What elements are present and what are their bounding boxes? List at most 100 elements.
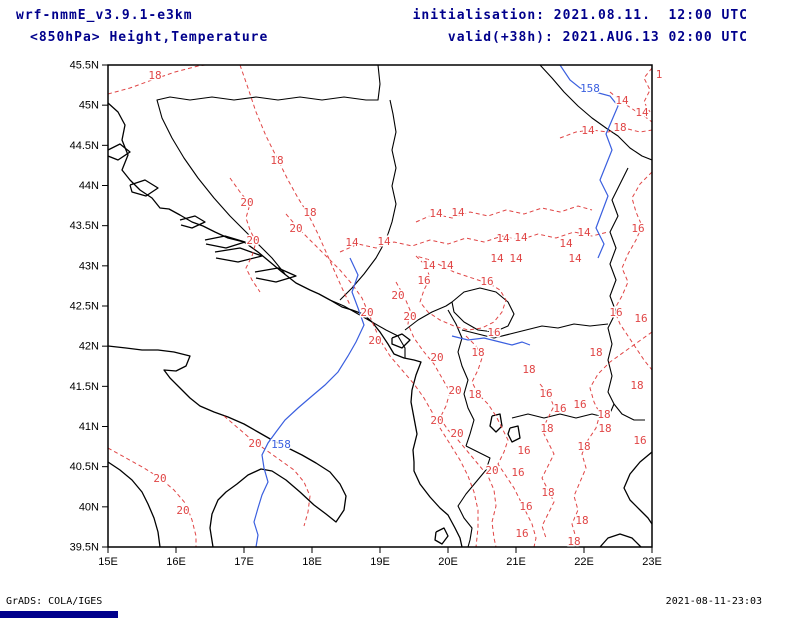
- grads-credit: GrADS: COLA/IGES: [6, 596, 103, 607]
- temp-contour-label: 18: [589, 346, 602, 359]
- coastline: [391, 333, 411, 349]
- height-contour: [451, 335, 531, 346]
- temp-contour-label: 18: [540, 422, 553, 435]
- height-contour-label: 158: [580, 82, 600, 95]
- temp-contour-label: 14: [496, 232, 510, 245]
- y-axis-tick-label: 43.5N: [70, 220, 99, 232]
- coastline: [179, 215, 206, 229]
- temp-contour-label: 16: [631, 222, 644, 235]
- temp-contour-label: 14: [509, 252, 523, 265]
- y-axis-tick-label: 40.5N: [70, 461, 99, 473]
- coastline: [507, 425, 521, 443]
- temp-contour-label: 16: [480, 275, 493, 288]
- temperature-contour: [239, 65, 351, 306]
- temp-contour-label: 14: [568, 252, 582, 265]
- coastline: [108, 102, 463, 547]
- y-axis-tick-label: 42.5N: [70, 301, 99, 313]
- country-border: [539, 65, 652, 161]
- x-axis-tick-label: 15E: [98, 556, 118, 568]
- x-axis-tick-label: 17E: [234, 556, 254, 568]
- temp-contour-label: 14: [345, 236, 359, 249]
- country-border: [339, 99, 397, 301]
- temp-contour-label: 14: [490, 252, 504, 265]
- country-borders-group: [156, 65, 652, 547]
- temp-contour-label: 20: [485, 464, 498, 477]
- temp-contour-label: 16: [511, 466, 524, 479]
- x-axis-tick-label: 21E: [506, 556, 526, 568]
- temp-contour-label: 18: [597, 408, 610, 421]
- temperature-contour: [415, 205, 593, 223]
- temp-contour-label: 14: [422, 259, 436, 272]
- temp-contour-label: 18: [598, 422, 611, 435]
- temperature-contour: [559, 127, 652, 139]
- country-border: [447, 309, 475, 447]
- model-title: wrf-nmmE_v3.9.1-e3km: [16, 8, 193, 23]
- coastline: [489, 413, 503, 433]
- temp-contour-label: 18: [471, 346, 484, 359]
- height-contour: [253, 257, 365, 547]
- temp-contour-label: 14: [577, 226, 591, 239]
- coastlines-group: [108, 102, 652, 547]
- y-axis-tick-label: 42N: [79, 341, 99, 353]
- height-contour: [559, 65, 619, 259]
- y-axis-tick-label: 44.5N: [70, 140, 99, 152]
- temp-contour-label: 16: [519, 500, 532, 513]
- x-axis-tick-label: 19E: [370, 556, 390, 568]
- temp-contour-label: 16: [573, 398, 586, 411]
- country-border: [156, 65, 381, 275]
- map-frame: [107, 64, 653, 548]
- temp-contour-label: 20: [430, 414, 443, 427]
- temp-contour-label: 16: [634, 312, 647, 325]
- temp-contour-label: 20: [153, 472, 166, 485]
- country-border: [329, 299, 406, 358]
- temp-contour-label: 18: [522, 363, 535, 376]
- temperature-contour: [539, 383, 555, 539]
- temp-contour-label: 20: [403, 310, 416, 323]
- temperature-contour: [229, 177, 261, 293]
- coastline: [129, 179, 159, 197]
- temperature-contour: [108, 447, 197, 547]
- coastline: [434, 527, 449, 545]
- temp-contour-label: 18: [630, 379, 643, 392]
- temp-contour-label: 18: [567, 535, 580, 548]
- temp-contour-label: 18: [303, 206, 316, 219]
- y-axis-tick-label: 40N: [79, 501, 99, 513]
- temperature-contour: [285, 213, 479, 547]
- temperature-contour: [571, 331, 652, 547]
- temp-contour-label: 14: [581, 124, 595, 137]
- coastline: [204, 235, 246, 249]
- temp-contour-label: 14: [514, 231, 528, 244]
- temp-contour-label: 14: [377, 235, 391, 248]
- height-contour-label: 158: [271, 438, 291, 451]
- temperature-contours-group: [108, 65, 652, 547]
- y-axis-tick-label: 41.5N: [70, 381, 99, 393]
- coastline: [254, 267, 297, 283]
- temp-contour-label: 14: [635, 106, 649, 119]
- temp-contour-label: 20: [360, 306, 373, 319]
- temp-contour-label: 14: [451, 206, 465, 219]
- coastline: [108, 143, 131, 161]
- temperature-contour: [339, 231, 609, 253]
- temp-contour-label: 18: [541, 486, 554, 499]
- country-border: [461, 323, 609, 339]
- y-axis-tick-label: 44N: [79, 180, 99, 192]
- country-border: [457, 445, 491, 547]
- y-axis-tick-label: 45N: [79, 100, 99, 112]
- temp-contour-label: 18: [577, 440, 590, 453]
- temp-contour-label: 16: [633, 434, 646, 447]
- y-axis-tick-label: 43N: [79, 260, 99, 272]
- temp-contour-label: 1: [656, 68, 663, 81]
- temp-contour-label: 14: [615, 94, 629, 107]
- temp-contour-label: 18: [148, 69, 161, 82]
- temperature-contour: [395, 281, 497, 547]
- temp-contour-label: 16: [417, 274, 430, 287]
- y-axis-tick-label: 41N: [79, 421, 99, 433]
- temp-contour-label: 14: [440, 259, 454, 272]
- temp-contour-label: 14: [429, 207, 443, 220]
- init-time-label: initialisation: 2021.08.11. 12:00 UTC: [412, 8, 748, 23]
- temp-contour-label: 20: [430, 351, 443, 364]
- x-axis-tick-label: 18E: [302, 556, 322, 568]
- x-axis-tick-label: 23E: [642, 556, 662, 568]
- temp-contour-label: 20: [240, 196, 253, 209]
- temp-contour-label: 20: [368, 334, 381, 347]
